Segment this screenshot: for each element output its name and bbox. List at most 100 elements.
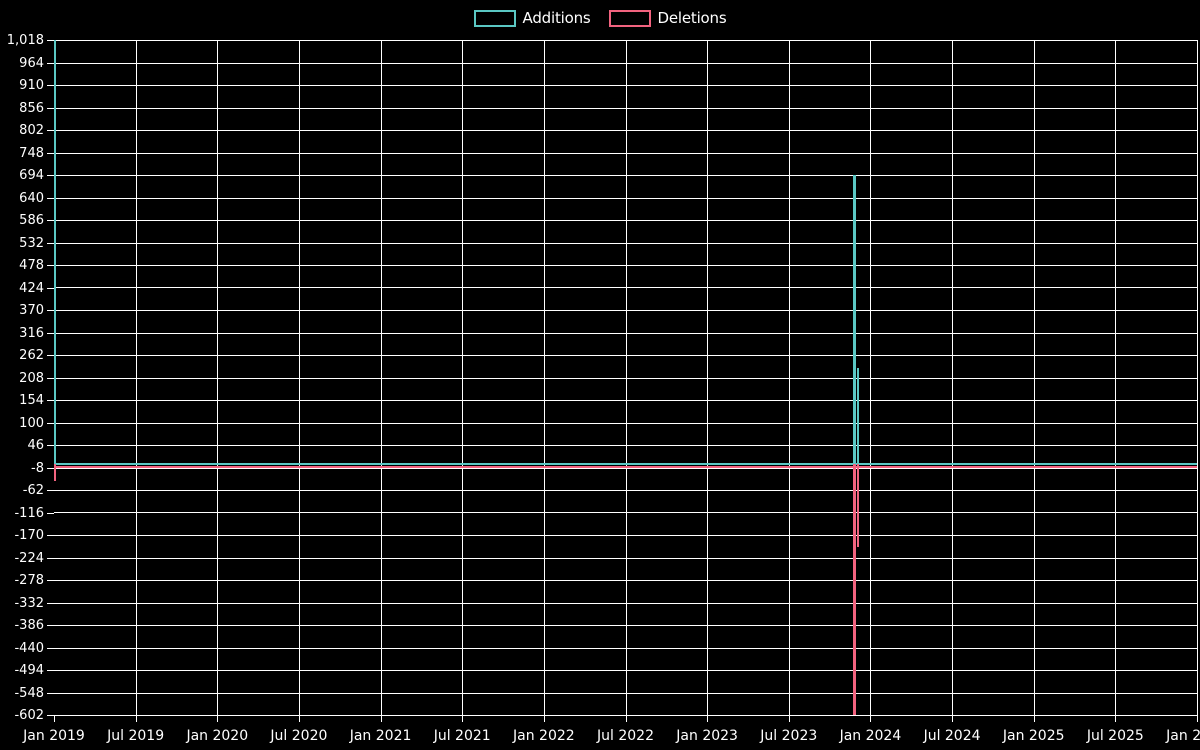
gridline-horizontal <box>54 715 1197 716</box>
x-tick-label: Jan 2025 <box>1002 728 1065 744</box>
series-spike-main <box>853 464 857 715</box>
gridline-vertical <box>381 40 382 715</box>
y-tick-mark <box>47 130 54 131</box>
y-tick-label: 856 <box>19 100 44 116</box>
x-tick-label: Jan 2026 <box>1166 728 1200 744</box>
gridline-horizontal <box>54 130 1197 131</box>
series-spike-start <box>54 464 56 481</box>
y-tick-label: 532 <box>19 235 44 251</box>
gridline-horizontal <box>54 355 1197 356</box>
x-tick-label: Jul 2020 <box>270 728 328 744</box>
gridline-vertical <box>1115 40 1116 715</box>
legend-item-additions[interactable]: Additions <box>473 9 591 27</box>
y-tick-label: -440 <box>14 640 44 656</box>
y-tick-label: -494 <box>14 663 44 678</box>
gridline-horizontal <box>54 333 1197 334</box>
gridline-horizontal <box>54 378 1197 379</box>
y-tick-mark <box>47 535 54 536</box>
x-tick-label: Jan 2020 <box>186 728 249 744</box>
x-tick-label: Jan 2022 <box>513 728 575 744</box>
x-tick-mark <box>54 715 55 722</box>
gridline-horizontal <box>54 310 1197 311</box>
y-tick-label: 208 <box>19 370 44 386</box>
y-tick-mark <box>47 355 54 356</box>
gridline-vertical <box>217 40 218 715</box>
gridline-horizontal <box>54 175 1197 176</box>
series-spike-secondary <box>857 368 860 465</box>
plot-area <box>54 40 1198 716</box>
y-tick-mark <box>47 670 54 671</box>
y-tick-mark <box>47 693 54 694</box>
y-tick-label: 748 <box>19 145 44 161</box>
gridline-vertical <box>626 40 627 715</box>
y-tick-label: 370 <box>19 303 44 318</box>
gridline-horizontal <box>54 265 1197 266</box>
x-tick-label: Jan 2023 <box>676 728 738 744</box>
y-tick-mark <box>47 310 54 311</box>
x-tick-mark <box>1115 715 1116 722</box>
y-tick-label: 802 <box>19 123 44 138</box>
y-tick-mark <box>47 490 54 491</box>
gridline-horizontal <box>54 423 1197 424</box>
gridline-vertical <box>1034 40 1035 715</box>
gridline-horizontal <box>54 512 1197 513</box>
gridline-vertical <box>462 40 463 715</box>
x-tick-label: Jul 2022 <box>597 728 654 744</box>
y-tick-mark <box>47 558 54 559</box>
gridline-vertical <box>952 40 953 715</box>
x-tick-mark <box>381 715 382 722</box>
series-spike-secondary <box>857 464 860 548</box>
gridline-horizontal <box>54 85 1197 86</box>
y-tick-label: -548 <box>14 685 44 701</box>
y-tick-label: 910 <box>19 78 44 93</box>
y-tick-label: 100 <box>19 415 44 431</box>
y-tick-mark <box>47 468 54 469</box>
y-tick-mark <box>47 423 54 424</box>
y-tick-mark <box>47 175 54 176</box>
gridline-horizontal <box>54 153 1197 154</box>
x-tick-mark <box>136 715 137 722</box>
y-tick-label: -62 <box>22 483 44 498</box>
gridline-horizontal <box>54 580 1197 581</box>
x-tick-label: Jan 2021 <box>349 728 412 744</box>
series-spike-start <box>54 40 56 465</box>
y-tick-label: -332 <box>14 595 44 611</box>
x-tick-label: Jan 2019 <box>23 728 85 744</box>
y-tick-mark <box>47 198 54 199</box>
legend-swatch-additions <box>473 9 516 27</box>
y-tick-label: -602 <box>14 708 44 723</box>
y-tick-mark <box>47 40 54 41</box>
gridline-vertical <box>1197 40 1198 715</box>
gridline-horizontal <box>54 287 1197 288</box>
x-tick-label: Jul 2019 <box>107 728 165 744</box>
gridline-horizontal <box>54 468 1197 469</box>
x-tick-mark <box>217 715 218 722</box>
y-tick-mark <box>47 243 54 244</box>
chart-legend: Additions Deletions <box>0 0 1200 36</box>
x-tick-label: Jul 2025 <box>1086 728 1144 744</box>
gridline-horizontal <box>54 108 1197 109</box>
x-tick-mark <box>544 715 545 722</box>
y-tick-mark <box>47 715 54 716</box>
y-tick-mark <box>47 400 54 401</box>
y-tick-mark <box>47 580 54 581</box>
y-tick-mark <box>47 63 54 64</box>
x-tick-mark <box>299 715 300 722</box>
gridline-horizontal <box>54 400 1197 401</box>
x-tick-mark <box>626 715 627 722</box>
legend-label-deletions: Deletions <box>657 8 727 27</box>
y-tick-label: 586 <box>19 213 44 228</box>
gridline-horizontal <box>54 198 1197 199</box>
legend-item-deletions[interactable]: Deletions <box>608 8 727 27</box>
y-tick-mark <box>47 85 54 86</box>
gridline-horizontal <box>54 693 1197 694</box>
x-tick-label: Jul 2024 <box>923 728 981 744</box>
y-tick-mark <box>47 648 54 649</box>
y-tick-mark <box>47 220 54 221</box>
legend-swatch-deletions <box>608 9 651 27</box>
y-tick-mark <box>47 513 54 514</box>
x-tick-label: Jan 2024 <box>839 728 902 744</box>
y-tick-label: 424 <box>19 280 44 296</box>
gridline-horizontal <box>54 490 1197 491</box>
y-tick-mark <box>47 153 54 154</box>
